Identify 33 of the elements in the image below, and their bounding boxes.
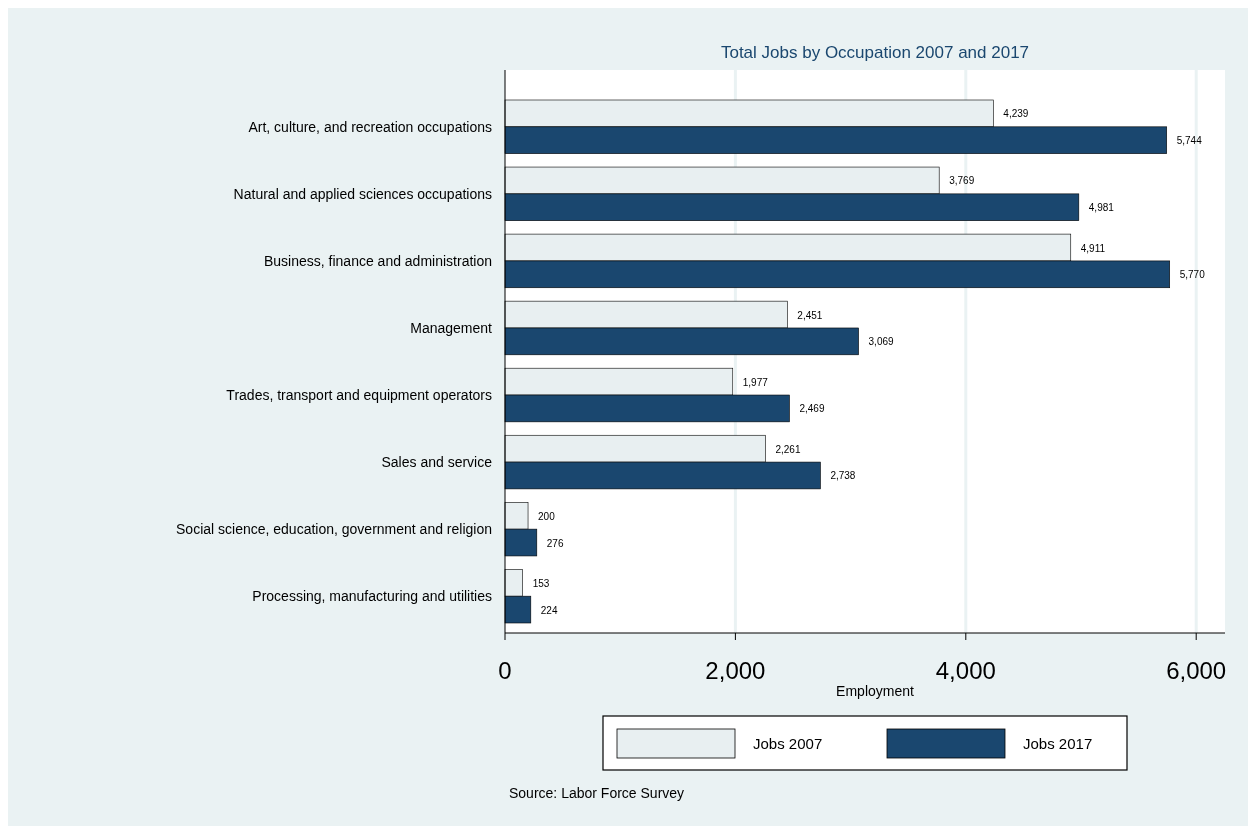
data-label: 5,770 xyxy=(1179,269,1206,281)
y-tick-label: Business, finance and administration xyxy=(263,252,492,269)
data-label: 276 xyxy=(546,537,564,549)
data-label: 153 xyxy=(532,577,550,589)
y-tick-label: Social science, education, government and religion xyxy=(176,521,492,538)
data-label: 5,744 xyxy=(1176,135,1203,147)
y-tick-label: Trades, transport and equipment operators xyxy=(226,387,492,404)
source-note: Source: Labor Force Survey xyxy=(509,785,685,801)
x-tick-label: 4,000 xyxy=(935,657,996,684)
data-label: 3,069 xyxy=(868,336,895,348)
data-label: 200 xyxy=(538,510,556,522)
data-label: 2,261 xyxy=(775,443,801,455)
data-label: 2,451 xyxy=(797,309,823,321)
data-label: 2,469 xyxy=(799,403,825,415)
data-label: 4,239 xyxy=(1003,108,1029,120)
x-axis-title: Employment xyxy=(836,683,915,699)
x-tick-label: 2,000 xyxy=(705,657,766,684)
y-tick-label: Art, culture, and recreation occupations xyxy=(248,118,492,135)
y-tick-label: Processing, manufacturing and utilities xyxy=(252,588,492,605)
data-label: 2,738 xyxy=(830,470,856,482)
data-label: 3,769 xyxy=(949,175,975,187)
data-label: 1,977 xyxy=(742,376,769,388)
x-tick-label: 0 xyxy=(498,657,512,684)
data-label: 4,911 xyxy=(1080,242,1106,254)
y-tick-label: Management xyxy=(410,319,493,336)
chart-title: Total Jobs by Occupation 2007 and 2017 xyxy=(720,43,1030,62)
y-tick-label: Natural and applied sciences occupations xyxy=(233,185,492,202)
text: Jobs 2007 xyxy=(753,735,823,752)
data-label: 224 xyxy=(540,604,558,616)
data-label: 4,981 xyxy=(1088,202,1115,214)
text: Jobs 2017 xyxy=(1023,735,1093,752)
y-tick-label: Sales and service xyxy=(381,454,493,471)
x-tick-label: 6,000 xyxy=(1166,657,1227,684)
